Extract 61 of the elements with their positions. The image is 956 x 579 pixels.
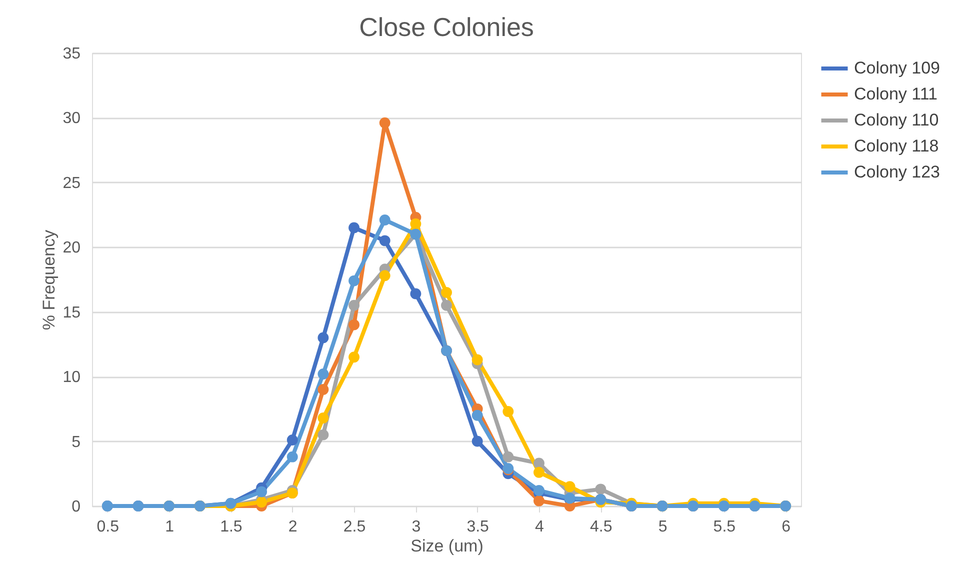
y-tick-label: 15 (62, 304, 81, 322)
point (348, 275, 360, 286)
point (472, 410, 483, 421)
point (502, 451, 514, 462)
x-tick-label: 3 (412, 518, 421, 536)
legend-label: Colony 109 (854, 58, 940, 78)
chart-title: Close Colonies (359, 12, 534, 42)
point (256, 496, 268, 508)
x-tick-label: 3.5 (466, 518, 490, 536)
x-tick-label: 5 (658, 518, 668, 536)
point (286, 434, 298, 446)
point (564, 481, 576, 492)
point (318, 429, 329, 440)
y-tick-label: 0 (72, 498, 81, 516)
legend-label: Colony 111 (854, 84, 938, 104)
y-tick-label: 35 (62, 46, 81, 62)
point (348, 352, 360, 363)
point (441, 286, 452, 298)
x-tick-label: 2.5 (343, 518, 366, 536)
point (441, 300, 452, 311)
point (379, 214, 390, 226)
point (348, 222, 360, 234)
point (379, 270, 390, 282)
point (286, 451, 298, 462)
point (595, 484, 606, 495)
point (318, 368, 329, 380)
point (256, 486, 268, 498)
point (348, 300, 360, 311)
x-tick-label: 5.5 (713, 518, 736, 536)
y-tick-label: 20 (62, 240, 81, 257)
y-tick-label: 30 (62, 110, 81, 128)
y-tick-label: 5 (72, 434, 81, 451)
point (318, 412, 329, 424)
point (534, 458, 544, 469)
legend-label: Colony 123 (854, 162, 940, 182)
point (379, 117, 390, 128)
point (318, 384, 329, 395)
x-tick-label: 4.5 (590, 518, 612, 536)
point (534, 466, 544, 478)
x-tick-label: 2 (288, 518, 298, 536)
point (410, 218, 422, 230)
point (472, 436, 483, 447)
x-tick-label: 1 (165, 518, 174, 536)
point (410, 288, 422, 300)
x-tick-label: 4 (535, 518, 544, 536)
x-axis-title: Size (um) (410, 536, 484, 556)
point (379, 235, 390, 246)
point (502, 406, 514, 417)
y-tick-label: 25 (62, 174, 81, 192)
y-axis-title: % Frequency (40, 229, 59, 330)
x-tick-label: 6 (782, 518, 791, 536)
point (534, 485, 544, 496)
legend-label: Colony 110 (854, 110, 939, 130)
x-tick-label: 0.5 (96, 518, 120, 536)
y-tick-label: 10 (62, 369, 81, 386)
point (534, 495, 544, 506)
x-tick-label: 1.5 (220, 518, 242, 536)
legend-label: Colony 118 (854, 136, 939, 156)
point (348, 319, 360, 330)
point (318, 332, 329, 344)
point (472, 354, 483, 366)
